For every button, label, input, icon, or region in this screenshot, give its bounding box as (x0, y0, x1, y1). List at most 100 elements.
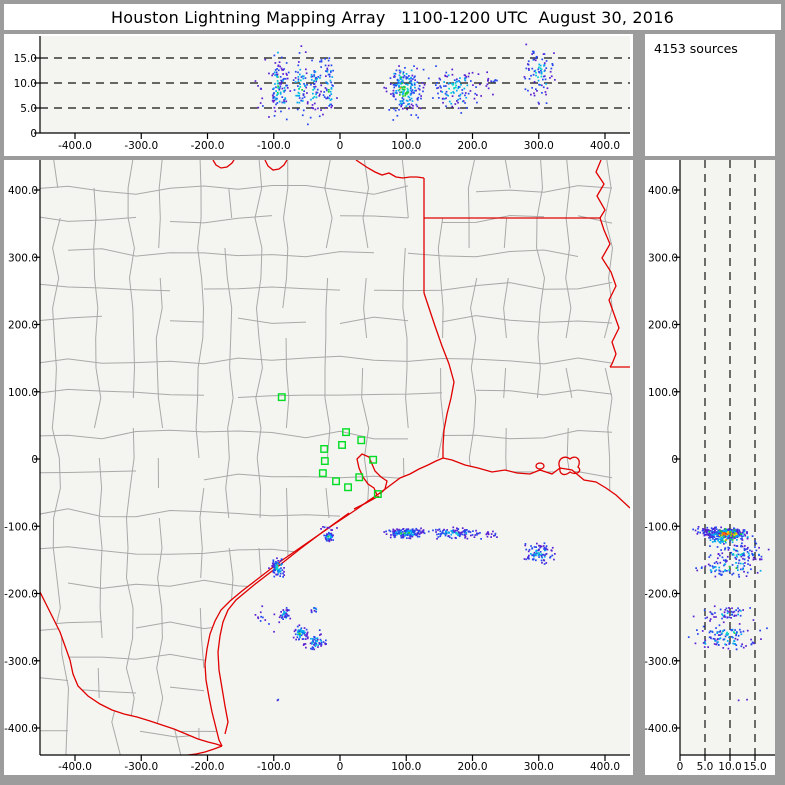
lightning-point (405, 529, 408, 531)
lightning-point (702, 531, 705, 534)
lightning-point-hot (398, 74, 401, 77)
ew-y-tick-label: 10.0 (14, 78, 37, 90)
lightning-point (294, 633, 297, 636)
lightning-point (304, 634, 306, 636)
lightning-point (411, 89, 414, 91)
lightning-point (735, 536, 737, 538)
lightning-point (423, 532, 426, 535)
lightning-point (737, 533, 740, 536)
map-y-tick-label: -200.0 (4, 589, 38, 601)
lightning-point (410, 77, 412, 80)
lightning-point (758, 546, 760, 549)
lightning-point (323, 526, 326, 529)
lightning-point (398, 531, 400, 534)
lightning-point (458, 86, 461, 88)
lightning-point (313, 643, 316, 646)
lightning-point (543, 546, 546, 549)
lightning-point-hot (721, 540, 723, 543)
lightning-point (718, 566, 721, 569)
lightning-point (712, 537, 714, 540)
lightning-point (493, 534, 495, 537)
lightning-point (325, 538, 327, 540)
lightning-point (310, 79, 313, 81)
lightning-point (457, 534, 459, 537)
lightning-point (407, 95, 410, 98)
lightning-point (282, 101, 284, 104)
lightning-point (300, 79, 302, 82)
lightning-point (714, 566, 717, 568)
map-x-tick-label: -300.0 (124, 761, 158, 773)
lightning-point (409, 537, 412, 540)
lightning-point (328, 105, 331, 107)
lightning-point (546, 87, 549, 90)
lightning-point (326, 97, 329, 100)
lightning-point (299, 73, 301, 76)
lightning-point (490, 536, 492, 538)
lightning-point (307, 123, 309, 126)
lightning-point (406, 534, 409, 536)
lightning-point (538, 556, 540, 558)
lightning-point (409, 87, 412, 89)
lightning-point (281, 87, 284, 90)
lightning-point (311, 59, 313, 62)
lightning-point (692, 528, 694, 531)
lightning-point (277, 571, 280, 574)
lightning-point (298, 624, 301, 627)
map-y-tick-label: -400.0 (4, 723, 38, 735)
lightning-point (330, 64, 333, 67)
lightning-point (323, 96, 326, 98)
lightning-point (402, 71, 405, 74)
lightning-point (309, 116, 312, 119)
lightning-point (306, 84, 308, 86)
lightning-point (710, 527, 713, 529)
lightning-point-hot (398, 85, 400, 88)
lightning-point (414, 533, 416, 535)
lightning-point (739, 628, 741, 631)
lightning-point (274, 569, 276, 571)
lightning-point (739, 562, 742, 565)
lightning-point (716, 631, 719, 633)
lightning-point (298, 92, 301, 95)
lightning-point (457, 98, 459, 101)
lightning-point (410, 531, 413, 533)
lightning-point (447, 74, 450, 77)
lightning-point-hot (401, 86, 403, 89)
lightning-point (275, 568, 278, 571)
lightning-point (487, 532, 490, 535)
lightning-point (726, 570, 728, 572)
lightning-point (687, 636, 690, 638)
lightning-point (480, 95, 482, 97)
lightning-point (738, 530, 741, 533)
lightning-point (399, 102, 402, 105)
lightning-point (280, 81, 283, 83)
lightning-point (459, 77, 461, 79)
lightning-point (404, 67, 406, 69)
lightning-point (728, 547, 731, 549)
lightning-point (315, 608, 318, 611)
lightning-point (700, 567, 703, 569)
lightning-point (388, 109, 391, 111)
lightning-point (709, 618, 712, 620)
lightning-point (753, 642, 756, 645)
lightning-point (743, 553, 745, 555)
lightning-point (538, 552, 541, 555)
lightning-point (542, 554, 544, 556)
lightning-point (463, 87, 466, 90)
lightning-point-hot (724, 528, 727, 530)
lightning-point (716, 534, 719, 536)
lightning-point (717, 641, 719, 643)
station-marker (320, 445, 329, 453)
lightning-point (313, 638, 316, 641)
lightning-point (465, 533, 468, 535)
lightning-point (466, 537, 469, 540)
lightning-point (414, 75, 416, 78)
lightning-point (742, 609, 744, 611)
lightning-point (535, 554, 537, 556)
lightning-point (477, 532, 480, 535)
lightning-point (735, 567, 738, 569)
lightning-point (385, 533, 388, 535)
lightning-point (466, 529, 468, 531)
lightning-point (437, 529, 439, 531)
lightning-point (284, 612, 286, 614)
lightning-point (406, 100, 409, 102)
